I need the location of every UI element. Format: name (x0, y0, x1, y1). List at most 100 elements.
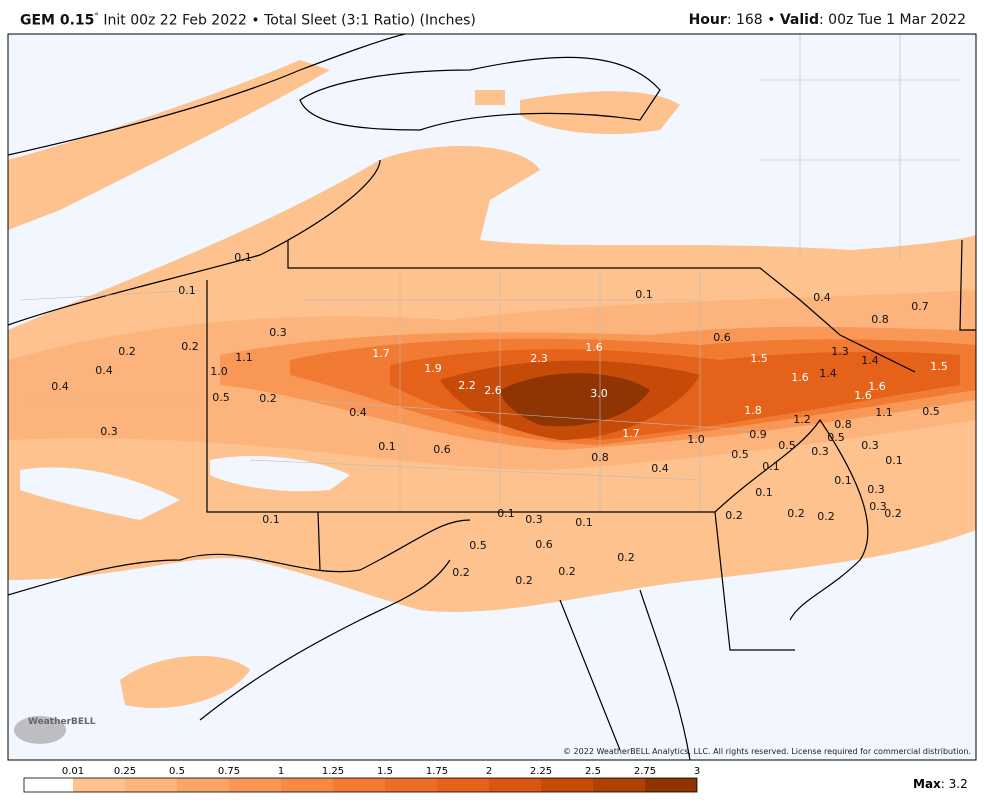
map-label: 0.1 (834, 474, 852, 487)
description: Init 00z 22 Feb 2022 • Total Sleet (3:1 … (103, 12, 476, 29)
colorbar-frame (23, 777, 698, 793)
map-label: 0.5 (212, 391, 230, 404)
copyright: © 2022 WeatherBELL Analytics, LLC. All r… (563, 747, 971, 756)
map-label: 0.2 (259, 392, 277, 405)
map-label: 0.1 (378, 440, 396, 453)
map-labels: 0.10.10.30.2 0.21.10.40.41.00.5 0.20.31.71… (51, 251, 948, 587)
colorbar-tick-label: 3 (694, 766, 700, 777)
colorbar-tick-label: 0.5 (169, 766, 185, 777)
map-label: 0.1 (262, 513, 280, 526)
map-label: 1.0 (687, 433, 705, 446)
gap (20, 467, 180, 520)
map-label: 0.5 (778, 439, 796, 452)
map-label: 1.0 (210, 365, 228, 378)
map-label: 1.6 (791, 371, 809, 384)
map-label: 2.6 (484, 384, 502, 397)
map-label: 1.5 (930, 360, 948, 373)
map-label: 0.5 (731, 448, 749, 461)
max: Max: 3.2 (913, 777, 968, 791)
map-label: 2.3 (530, 352, 548, 365)
map-label: 0.3 (869, 500, 887, 513)
map-label: 0.1 (497, 507, 515, 520)
colorbar-segment (489, 778, 541, 792)
map-label: 0.1 (178, 284, 196, 297)
map-label: 0.1 (762, 460, 780, 473)
map-body: WeatherBELL © 2022 WeatherBELL Analytics… (8, 34, 976, 760)
map-label: 0.9 (749, 428, 767, 441)
map-label: 1.4 (819, 367, 837, 380)
map-label: 0.2 (118, 345, 136, 358)
colorbar-segment (177, 778, 229, 792)
map-label: 1.3 (831, 345, 849, 358)
map-label: 0.4 (813, 291, 831, 304)
colorbar-segment (437, 778, 489, 792)
colorbar-segment (73, 778, 125, 792)
colorbar-tick-label: 0.25 (114, 766, 136, 777)
model: GEM 0.15 (20, 12, 95, 29)
colorbar-tick-label: 1.25 (322, 766, 344, 777)
map-label: 1.1 (235, 351, 253, 364)
shade (520, 91, 680, 135)
colorbar-segment (385, 778, 437, 792)
header-right: Hour: 168 • Valid: 00z Tue 1 Mar 2022 (689, 12, 966, 28)
colorbar: 0.01 0.25 0.5 0.75 1 1.25 1.5 1.75 2 2.25 2.5 2.75 3 (23, 766, 700, 793)
map-label: 0.3 (861, 439, 879, 452)
map-label: 1.7 (372, 347, 390, 360)
shade (500, 373, 650, 427)
map-label: 0.5 (827, 431, 845, 444)
map-label: 0.2 (452, 566, 470, 579)
map-label: 1.2 (793, 413, 811, 426)
logo: WeatherBELL (28, 717, 96, 727)
map-label: 0.3 (269, 326, 287, 339)
max-text: : 3.2 (941, 777, 968, 791)
colorbar-segment (24, 778, 73, 792)
colorbar-segment (333, 778, 385, 792)
colorbar-segment (645, 778, 697, 792)
shade (475, 90, 505, 105)
colorbar-segment (125, 778, 177, 792)
borders (8, 34, 976, 760)
gap (210, 455, 350, 492)
map-label: 0.2 (725, 509, 743, 522)
map-label: 1.7 (622, 427, 640, 440)
map-label: 0.5 (922, 405, 940, 418)
map-label: 0.3 (811, 445, 829, 458)
map-label: 2.2 (458, 379, 476, 392)
map-label: 0.4 (651, 462, 669, 475)
map-label: 0.1 (575, 516, 593, 529)
map-label: 1.9 (424, 362, 442, 375)
map-label: 1.6 (854, 389, 872, 402)
colorbar-tick-label: 2.75 (634, 766, 656, 777)
map-label: 0.3 (867, 483, 885, 496)
hour-text: : 168 • (726, 12, 780, 28)
degree: ° (94, 12, 99, 22)
map-label: 0.1 (755, 486, 773, 499)
map-label: 0.6 (535, 538, 553, 551)
map-label: 0.3 (100, 425, 118, 438)
map-label: 0.4 (95, 364, 113, 377)
map-label: 1.1 (875, 406, 893, 419)
logo-mark (14, 716, 66, 744)
map-label: 0.7 (911, 300, 929, 313)
map-label: 0.2 (884, 507, 902, 520)
map-label: 0.8 (871, 313, 889, 326)
map-label: 1.8 (744, 404, 762, 417)
map-label: 0.2 (817, 510, 835, 523)
map-label: 1.6 (585, 341, 603, 354)
colorbar-segment (281, 778, 333, 792)
map-label: 0.2 (617, 551, 635, 564)
shade (8, 60, 330, 230)
colorbar-tick-label: 1.5 (377, 766, 393, 777)
map-label: 0.2 (558, 565, 576, 578)
hour-label: Hour (688, 12, 727, 28)
county-lines (19, 34, 960, 510)
colorbar-segment (593, 778, 645, 792)
header-left: GEM 0.15° Init 00z 22 Feb 2022 • Total S… (20, 12, 476, 29)
colorbar-tick-label: 2.5 (585, 766, 601, 777)
colorbar-tick-label: 1.75 (426, 766, 448, 777)
map-label: 0.1 (885, 454, 903, 467)
colorbar-segment (541, 778, 593, 792)
map-frame (7, 33, 977, 761)
